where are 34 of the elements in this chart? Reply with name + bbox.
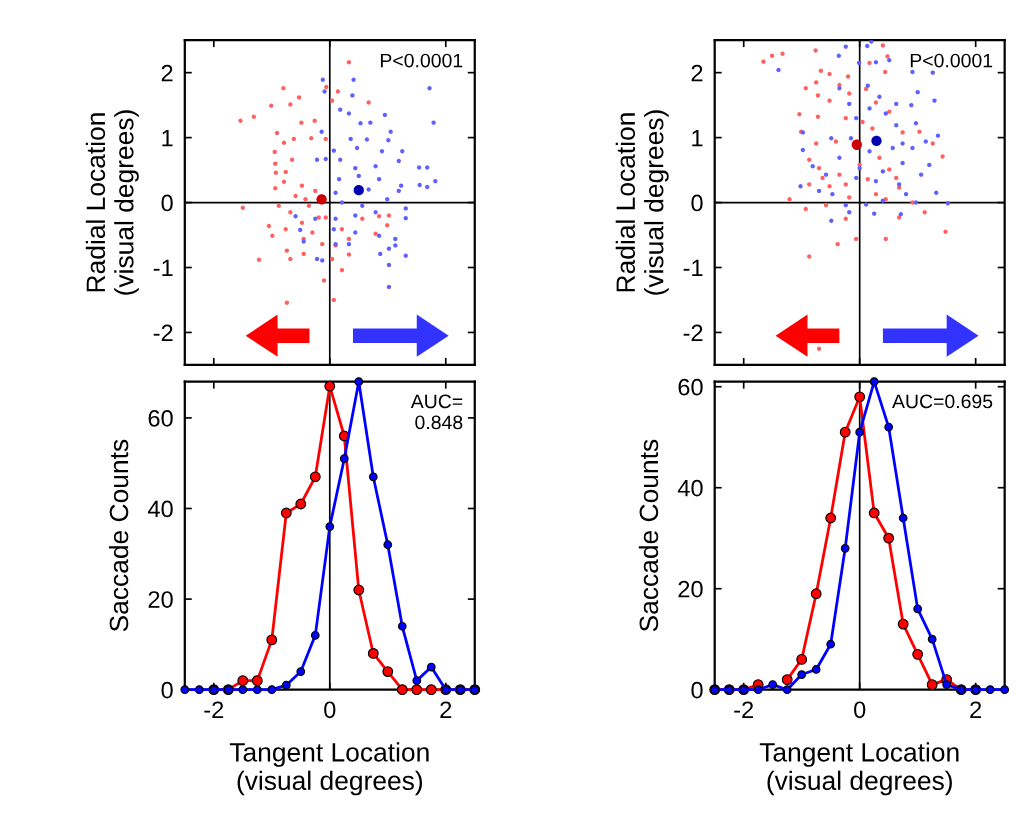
annotation: AUC=0.695	[892, 394, 993, 409]
x-tick-label: 0	[854, 701, 866, 719]
y-tick-label: 0	[691, 194, 703, 212]
annotation: AUC= 0.848	[410, 394, 463, 430]
y-tick-label: 20	[678, 580, 703, 598]
annotation: P<0.0001	[380, 53, 463, 68]
y-tick-label: 0	[691, 681, 703, 699]
annotation: P<0.0001	[910, 53, 993, 68]
x-tick-label: 0	[324, 701, 336, 719]
y-axis-title: Saccade Counts	[108, 439, 129, 632]
y-tick-label: 20	[148, 591, 173, 608]
x-axis-title: Tangent Location (visual degrees)	[229, 742, 429, 796]
y-tick-label: -2	[683, 324, 703, 342]
y-tick-label: 40	[147, 500, 173, 518]
y-tick-label: 60	[148, 409, 173, 427]
y-axis-title: Radial Location (visual degrees)	[85, 110, 139, 295]
y-tick-label: 2	[161, 64, 173, 82]
x-tick-label: -2	[734, 701, 754, 718]
y-tick-label: 1	[162, 129, 173, 147]
x-tick-label: 2	[440, 701, 452, 718]
y-tick-label: 0	[161, 194, 173, 212]
y-tick-label: 0	[161, 681, 173, 699]
y-tick-label: -1	[683, 259, 703, 277]
x-tick-label: -2	[204, 701, 224, 718]
y-tick-label: -2	[153, 324, 173, 342]
y-tick-label: -1	[153, 259, 173, 277]
y-tick-label: 2	[691, 64, 703, 82]
y-axis-title: Saccade Counts	[638, 439, 659, 632]
y-axis-title: Radial Location (visual degrees)	[615, 110, 669, 295]
x-axis-title: Tangent Location (visual degrees)	[759, 742, 959, 796]
y-tick-label: 1	[692, 129, 703, 147]
x-tick-label: 2	[970, 701, 982, 718]
y-tick-label: 40	[677, 479, 703, 497]
y-tick-label: 60	[678, 378, 703, 396]
